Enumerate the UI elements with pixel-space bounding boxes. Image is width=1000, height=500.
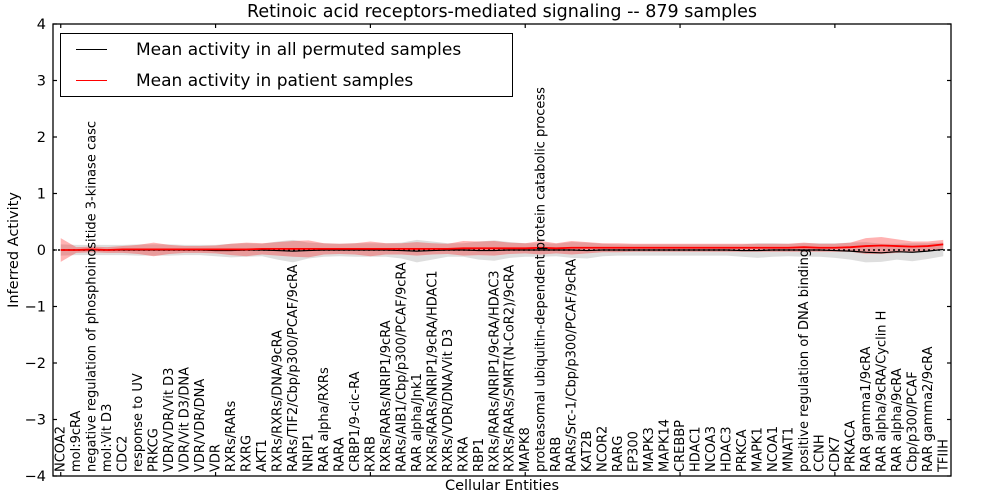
- y-tick-label: 2: [37, 130, 46, 146]
- x-category-label: response to UV: [131, 373, 146, 472]
- x-category-label: RAR alpha/9cRA/Cyclin H: [874, 311, 889, 472]
- x-category-label: RAR gamma1/9cRA: [859, 346, 874, 472]
- y-tick-label: 0: [37, 243, 46, 259]
- x-category-label: NCOA3: [704, 426, 719, 472]
- x-category-label: CDC2: [116, 436, 131, 472]
- x-category-label: HDAC3: [720, 426, 735, 472]
- x-category-label: MAPK3: [642, 427, 657, 472]
- x-category-label: RARs/Src-1/Cbp/p300/PCAF/9cRA: [565, 259, 580, 472]
- x-category-label: RARB: [549, 437, 564, 472]
- legend-entry-permuted: Mean activity in all permuted samples: [61, 35, 512, 65]
- x-category-label: CREBBP: [673, 420, 688, 472]
- legend-label-patient: Mean activity in patient samples: [136, 70, 414, 91]
- x-category-label: proteasomal ubiquitin-dependent protein …: [534, 87, 549, 472]
- x-category-label: positive regulation of DNA binding: [797, 249, 812, 472]
- x-category-label: PRKCG: [147, 428, 162, 472]
- y-tick-label: −1: [25, 300, 46, 316]
- chart-title: Retinoic acid receptors-mediated signali…: [247, 2, 757, 22]
- permuted-line-swatch: [76, 49, 107, 50]
- x-category-label: TFIIH: [936, 439, 951, 473]
- x-category-label: RAR alpha/RXRs: [317, 367, 332, 472]
- x-category-label: RXRs/RXRs/DNA/9cRA: [271, 330, 286, 472]
- x-category-label: mol:Vit D3: [100, 404, 115, 472]
- x-category-label: RXRB: [363, 436, 378, 472]
- y-axis-label: Inferred Activity: [6, 192, 22, 308]
- x-category-label: RAR gamma2/9cRA: [921, 346, 936, 472]
- x-category-label: MAPK8: [518, 427, 533, 472]
- patient-band: [60, 237, 944, 262]
- x-category-label: VDR: [209, 444, 224, 472]
- x-category-label: mol:9cRA: [69, 410, 84, 472]
- x-category-label: Cbp/p300/PCAF: [905, 371, 920, 472]
- y-tick-label: 3: [37, 74, 46, 90]
- x-category-label: CCNH: [812, 434, 827, 472]
- x-category-label: KAT2B: [580, 431, 595, 472]
- permuted-band: [60, 239, 944, 263]
- patient-line-swatch: [76, 80, 107, 81]
- x-category-label: CDK7: [828, 436, 843, 472]
- x-category-label: RXRs/RARs/NRIP1/9cRA/HDAC3: [487, 270, 502, 472]
- x-category-label: NCOA2: [54, 426, 69, 472]
- x-category-label: MAPK1: [750, 427, 765, 472]
- legend-entry-patient: Mean activity in patient samples: [61, 66, 512, 96]
- x-category-label: RXRs/RARs: [224, 400, 239, 472]
- y-tick-label: 1: [37, 187, 46, 203]
- x-category-label: CRBP1/9-cic-RA: [348, 371, 363, 472]
- y-tick-label: 4: [37, 17, 46, 33]
- x-category-label: NCOR2: [596, 426, 611, 472]
- x-category-label: VDR/VDR/DNA: [193, 379, 208, 472]
- x-category-label: RXRs/VDR/DNA/Vit D3: [441, 329, 456, 472]
- x-category-label: PRKCA: [735, 429, 750, 472]
- y-tick-label: −2: [25, 356, 46, 372]
- x-category-label: NCOA1: [766, 426, 781, 472]
- x-category-label: RAR alpha/Jnk1: [410, 373, 425, 472]
- x-axis-label: Cellular Entities: [444, 478, 560, 494]
- x-category-label: RARA: [332, 437, 347, 472]
- x-category-label: RXRs/RARs/NRIP1/9cRA: [379, 320, 394, 472]
- x-category-label: NRIP1: [301, 433, 316, 472]
- x-category-label: RARG: [611, 435, 626, 472]
- legend-label-permuted: Mean activity in all permuted samples: [136, 39, 462, 60]
- x-category-label: VDR/VDR/Vit D3: [162, 368, 177, 472]
- x-category-label: RARs/AIB1/Cbp/p300/PCAF/9cRA: [394, 262, 409, 472]
- x-category-label: RXRA: [456, 437, 471, 472]
- x-category-label: RXRs/RARs/NRIP1/9cRA/HDAC1: [425, 270, 440, 472]
- x-category-label: RXRG: [240, 435, 255, 472]
- x-category-label: RXRs/RARs/SMRT(N-CoR2)/9cRA: [503, 265, 518, 472]
- x-category-label: negative regulation of phosphoinositide …: [85, 121, 100, 472]
- x-category-label: RAR alpha/9cRA: [890, 368, 905, 472]
- patient-mean-line: [60, 243, 944, 251]
- x-category-label: MAPK14: [658, 419, 673, 472]
- x-category-label: AKT1: [255, 439, 270, 472]
- x-category-label: MNAT1: [781, 427, 796, 472]
- y-tick-label: −3: [25, 413, 46, 429]
- x-category-label: RARs/TIF2/Cbp/p300/PCAF/9cRA: [286, 265, 301, 472]
- x-category-label: RBP1: [472, 438, 487, 472]
- x-category-label: PRKACA: [843, 420, 858, 472]
- x-category-label: VDR/Vit D3/DNA: [178, 367, 193, 472]
- legend: Mean activity in all permuted samples Me…: [60, 33, 513, 97]
- x-category-label: HDAC1: [689, 426, 704, 472]
- y-tick-label: −4: [25, 469, 46, 485]
- x-category-label: EP300: [627, 431, 642, 472]
